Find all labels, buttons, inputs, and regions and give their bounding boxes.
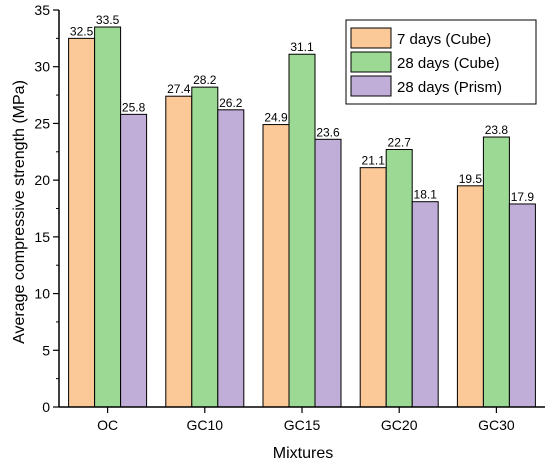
y-tick-label-35: 35: [34, 2, 50, 18]
data-label-28-days-cube-gc10: 28.2: [193, 73, 217, 87]
x-tick-label-oc: OC: [97, 417, 118, 433]
bar-28-days-cube-gc20: [385, 149, 413, 408]
y-tick-label-25: 25: [34, 115, 50, 131]
legend-label-28-days-cube: 28 days (Cube): [397, 55, 500, 72]
bar-28-days-prism-gc15: [314, 138, 342, 408]
data-label-7-days-cube-gc20: 21.1: [362, 154, 386, 168]
bar-28-days-prism-oc: [120, 113, 148, 408]
y-tick-label-30: 30: [34, 59, 50, 75]
data-label-28-days-prism-oc: 25.8: [122, 100, 146, 114]
bar-28-days-cube-gc10: [191, 86, 219, 408]
bar-7-days-cube-gc20: [359, 167, 387, 408]
legend-swatch-28-days-cube: [350, 51, 392, 73]
bar-7-days-cube-oc: [68, 37, 96, 408]
bar-28-days-cube-gc15: [288, 53, 316, 408]
legend-label-7-days-cube: 7 days (Cube): [397, 31, 491, 48]
y-tick-label-20: 20: [34, 172, 50, 188]
data-label-28-days-cube-oc: 33.5: [96, 13, 120, 27]
data-label-7-days-cube-oc: 32.5: [70, 24, 94, 38]
legend-swatch-7-days-cube: [350, 27, 392, 49]
y-tick-label-0: 0: [42, 399, 50, 415]
bar-28-days-prism-gc30: [508, 203, 536, 408]
x-axis-title: Mixtures: [273, 445, 333, 462]
x-tick-label-gc30: GC30: [478, 417, 515, 433]
ticks-group: 0 5 10 15 20 25 30 35 OC GC10 GC15 GC20 GC30: [34, 2, 514, 433]
data-label-7-days-cube-gc30: 19.5: [459, 172, 483, 186]
bar-7-days-cube-gc30: [456, 185, 484, 408]
data-label-28-days-prism-gc15: 23.6: [316, 125, 340, 139]
bar-28-days-prism-gc20: [411, 201, 439, 408]
legend-label-28-days-prism: 28 days (Prism): [397, 79, 502, 96]
bar-28-days-prism-gc10: [217, 109, 245, 408]
x-tick-label-gc10: GC10: [187, 417, 224, 433]
bars-group: [68, 26, 536, 408]
bar-28-days-cube-gc30: [482, 136, 510, 408]
data-label-28-days-prism-gc10: 26.2: [219, 96, 243, 110]
y-axis-title: Average compressive strength (MPa): [11, 80, 28, 344]
x-tick-label-gc20: GC20: [381, 417, 418, 433]
data-label-28-days-cube-gc15: 31.1: [290, 40, 314, 54]
y-tick-label-5: 5: [42, 342, 50, 358]
data-label-7-days-cube-gc10: 27.4: [167, 82, 191, 96]
data-labels-group: 32.533.5 25.8 27.428.226.2 24.9 31.1 23.6 21.1…: [70, 13, 534, 204]
data-label-7-days-cube-gc15: 24.9: [264, 111, 288, 125]
legend-swatch-28-days-prism: [350, 75, 392, 97]
y-tick-label-15: 15: [34, 229, 50, 245]
bar-7-days-cube-gc15: [262, 124, 290, 408]
y-tick-label-10: 10: [34, 286, 50, 302]
bar-28-days-cube-oc: [94, 26, 122, 408]
data-label-28-days-prism-gc30: 17.9: [511, 190, 535, 204]
data-label-28-days-cube-gc30: 23.8: [485, 123, 509, 137]
x-tick-label-gc15: GC15: [284, 417, 321, 433]
bar-7-days-cube-gc10: [165, 95, 193, 408]
legend: 7 days (Cube) 28 days (Cube) 28 days (Pr…: [345, 19, 537, 105]
data-label-28-days-prism-gc20: 18.1: [414, 188, 438, 202]
data-label-28-days-cube-gc20: 22.7: [388, 136, 412, 150]
